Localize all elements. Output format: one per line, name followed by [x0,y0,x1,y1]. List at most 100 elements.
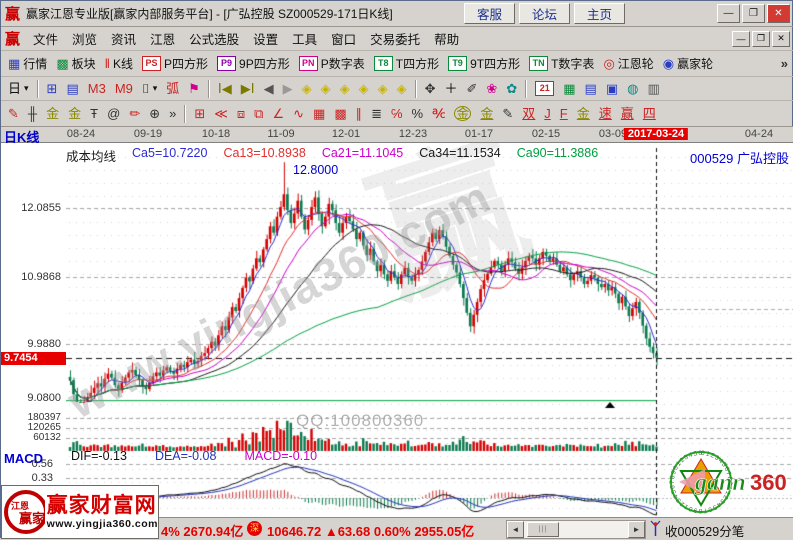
pen-tool[interactable]: ✏ [125,106,144,121]
menu-item-7[interactable]: 窗口 [331,33,357,47]
p-number-table-button[interactable]: PN P数字表 [295,54,369,73]
scroll-right-button[interactable]: ► [628,521,645,538]
print-button[interactable]: ▥ [643,81,663,96]
spiral-tool[interactable]: @ [103,106,124,121]
notes-button[interactable]: ▤ [581,81,601,96]
double-line-tool[interactable]: 双 [518,106,539,121]
wave-tool[interactable]: ∿ [289,106,308,121]
red-grid-filled-tool[interactable]: ▩ [330,106,350,121]
forum-button[interactable]: 论坛 [518,3,570,24]
wave9-icon[interactable]: M9 [111,81,137,96]
title-bar[interactable]: 赢 赢家江恩专业版[赢家内部服务平台] - [广弘控股 SZ000529-171… [1,1,793,27]
menu-item-0[interactable]: 文件 [33,33,59,47]
kline-button[interactable]: ‖ K线 [101,54,137,73]
four-angle-tool[interactable]: 四 [639,106,660,121]
menu-item-6[interactable]: 工具 [292,33,318,47]
home-button[interactable]: 主页 [573,3,625,24]
gold-circle-tool[interactable]: 金 [450,105,475,122]
f-lines-tool[interactable]: Ŧ [86,106,102,121]
save-button[interactable]: ▣ [602,81,622,96]
scroll-left-button[interactable]: ◄ [507,521,524,538]
circle-grid-tool[interactable]: ⊕ [145,106,164,121]
gold-grid-tool-1[interactable]: 金 [42,106,63,121]
arc-tool-icon[interactable]: 弧 [162,81,183,96]
flag-chart-icon[interactable]: ⚑ [184,81,204,96]
toolbar1-overflow-icon[interactable]: » [780,56,788,71]
t-number-table-button[interactable]: TN T数字表 [525,54,598,73]
calculator-button[interactable]: ▦ [559,81,579,96]
period-selector-dropdown-icon[interactable]: ▾ [24,83,29,93]
clover-tool-button[interactable]: ✿ [502,81,521,96]
menu-item-8[interactable]: 交易委托 [370,33,421,47]
parallel-lines-tool[interactable]: ∥ [352,106,367,121]
web-button[interactable]: ◍ [623,81,642,96]
gann-box-tool[interactable]: ⊞ [190,106,209,121]
nine-p-square-button[interactable]: P9 9P四方形 [213,54,294,73]
horizontal-scrollbar[interactable]: ◄ ||| ► [506,520,646,539]
close-button[interactable]: ✕ [767,4,790,23]
win-line-tool[interactable]: 赢 [617,106,638,121]
pan-left-button[interactable]: ◈ [298,81,316,96]
next-bar-button[interactable]: ▶ [279,81,297,96]
p-square-button[interactable]: PS P四方形 [138,54,212,73]
menu-item-9[interactable]: 帮助 [434,33,460,47]
menu-item-5[interactable]: 设置 [253,33,279,47]
sector-button[interactable]: ▩ 板块 [52,54,99,73]
info-doc-icon[interactable]: ▤ [62,81,82,96]
angle-tool[interactable]: ∠ [268,106,288,121]
winner-wheel-button[interactable]: ◉ 赢家轮 [659,54,717,73]
percent-tool[interactable]: % [408,106,428,121]
pan-right-button[interactable]: ◈ [317,81,335,96]
kline-chart-canvas[interactable] [66,143,793,517]
gann-fan-tool[interactable]: ≪ [210,106,232,121]
gold-angle-tool[interactable]: 金 [573,106,594,121]
candle-style-selector[interactable]: ⌷ ▾ [138,81,161,96]
hand-tool-button[interactable]: ✥ [421,81,440,96]
zoom-out-button[interactable]: ◈ [336,81,354,96]
child-close-button[interactable]: ✕ [772,30,790,47]
flower-tool-button[interactable]: ❀ [482,81,501,96]
candle-pen-tool[interactable]: ✎ [498,106,517,121]
first-bar-button[interactable]: Ⅰ◀ [214,81,236,96]
nine-t-square-button[interactable]: T9 9T四方形 [444,54,524,73]
last-bar-button[interactable]: ▶Ⅰ [237,81,259,96]
gold-grid-tool-2[interactable]: 金 [64,106,85,121]
f-angle-tool[interactable]: F [556,106,572,121]
brush-tool[interactable]: ✎ [4,106,23,121]
menu-item-4[interactable]: 公式选股 [189,33,240,47]
box-fan-tool[interactable]: ⧈ [233,106,249,121]
box-fan-filled-tool[interactable]: ⧉ [250,106,267,121]
service-button[interactable]: 客服 [463,3,515,24]
percent-line-tool[interactable]: ℀ [428,106,449,121]
grid-lines-tool[interactable]: ╫ [24,106,41,121]
child-minimize-button[interactable]: — [732,30,750,47]
calendar-button[interactable]: 21 [531,80,558,97]
t-square-button[interactable]: T8 T四方形 [370,54,443,73]
network-icon[interactable]: ⊞ [43,81,62,96]
compress-button[interactable]: ◈ [374,81,392,96]
price-bars-tool[interactable]: ≣ [367,106,386,121]
toolbar3-overflow[interactable]: » [165,106,180,121]
scrollbar-thumb[interactable]: ||| [527,522,559,537]
menu-item-1[interactable]: 浏览 [72,33,98,47]
j-angle-tool[interactable]: J [540,106,555,121]
menu-item-3[interactable]: 江恩 [150,33,176,47]
gold-line-tool[interactable]: 金 [476,106,497,121]
zoom-in-button[interactable]: ◈ [355,81,373,96]
period-selector[interactable]: 日 ▾ [4,81,33,96]
red-grid-tool[interactable]: ▦ [309,106,329,121]
expand-button[interactable]: ◈ [393,81,411,96]
menu-item-2[interactable]: 资讯 [111,33,137,47]
minimize-button[interactable]: — [717,4,740,23]
crosshair-tool-button[interactable]: ＋ [440,81,461,96]
child-restore-button[interactable]: ❐ [752,30,770,47]
prev-bar-button[interactable]: ◀ [260,81,278,96]
chart-area[interactable]: 赢 www.yingjia360.com QQ:100800360 成本均线 C… [1,143,793,517]
percent-zone-tool[interactable]: ℅ [387,106,407,121]
line-tool-button[interactable]: ✐ [463,81,482,96]
quote-button[interactable]: ▦ 行情 [4,54,51,73]
candle-style-selector-dropdown-icon[interactable]: ▾ [152,83,158,93]
restore-button[interactable]: ❐ [742,4,765,23]
gann-wheel-button[interactable]: ◎ 江恩轮 [599,54,657,73]
speed-angle-tool[interactable]: 速 [595,106,616,121]
